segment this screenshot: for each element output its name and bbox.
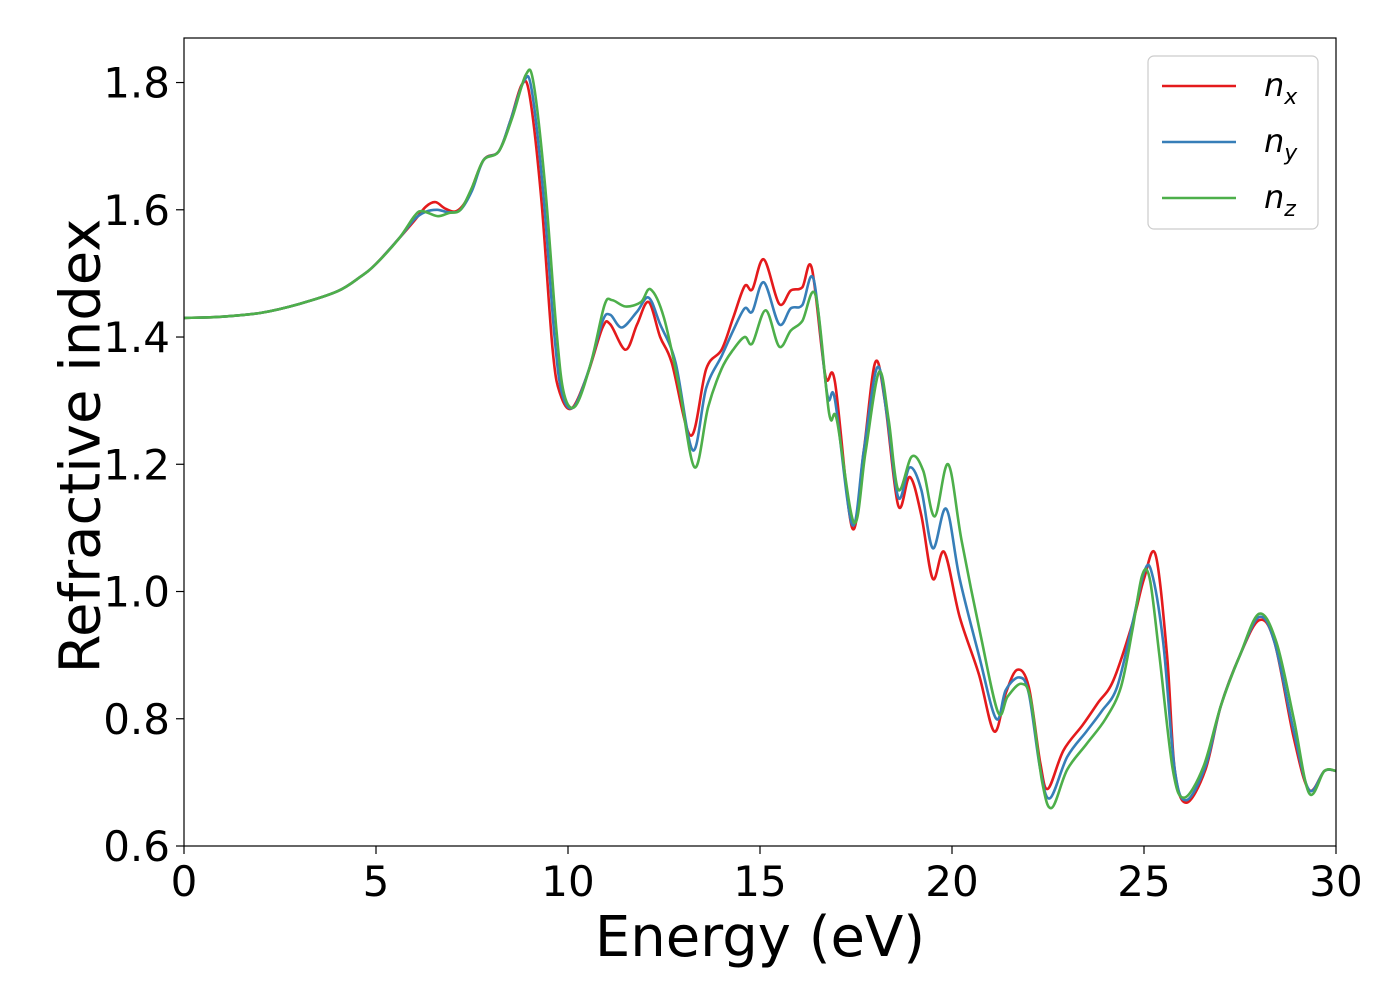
y-tick-label: 1.6	[103, 186, 170, 235]
legend-symbol: n	[1264, 66, 1284, 104]
legend-symbol: n	[1264, 178, 1284, 216]
series-lines	[184, 68, 1336, 810]
y-tick-label: 1.2	[103, 440, 170, 489]
legend-symbol: n	[1264, 122, 1284, 160]
x-tick-label: 20	[925, 857, 978, 906]
x-tick-label: 25	[1117, 857, 1170, 906]
legend-subscript: z	[1283, 197, 1296, 222]
x-tick-label: 30	[1309, 857, 1362, 906]
y-tick-label: 0.6	[103, 822, 170, 871]
x-axis-title: Energy (eV)	[595, 905, 925, 970]
x-tick-label: 10	[541, 857, 594, 906]
legend-subscript: y	[1283, 141, 1298, 166]
series-line-nz	[184, 68, 1336, 810]
legend-entry-ny: ny	[1264, 122, 1298, 166]
y-axis-ticks: 0.6 0.8 1.0 1.2 1.4 1.6 1.8	[103, 59, 184, 871]
x-tick-label: 15	[733, 857, 786, 906]
y-tick-label: 1.8	[103, 59, 170, 108]
y-tick-label: 1.4	[103, 313, 170, 362]
x-tick-label: 5	[363, 857, 390, 906]
x-axis-ticks: 0 5 10 15 20 25 30	[171, 846, 1363, 906]
legend-subscript: x	[1283, 85, 1298, 110]
x-tick-label: 0	[171, 857, 198, 906]
legend-entry-nx: nx	[1264, 66, 1298, 110]
y-tick-label: 0.8	[103, 695, 170, 744]
y-tick-label: 1.0	[103, 568, 170, 617]
y-axis-title: Refractive index	[49, 219, 114, 674]
legend-entry-nz: nz	[1264, 178, 1296, 222]
